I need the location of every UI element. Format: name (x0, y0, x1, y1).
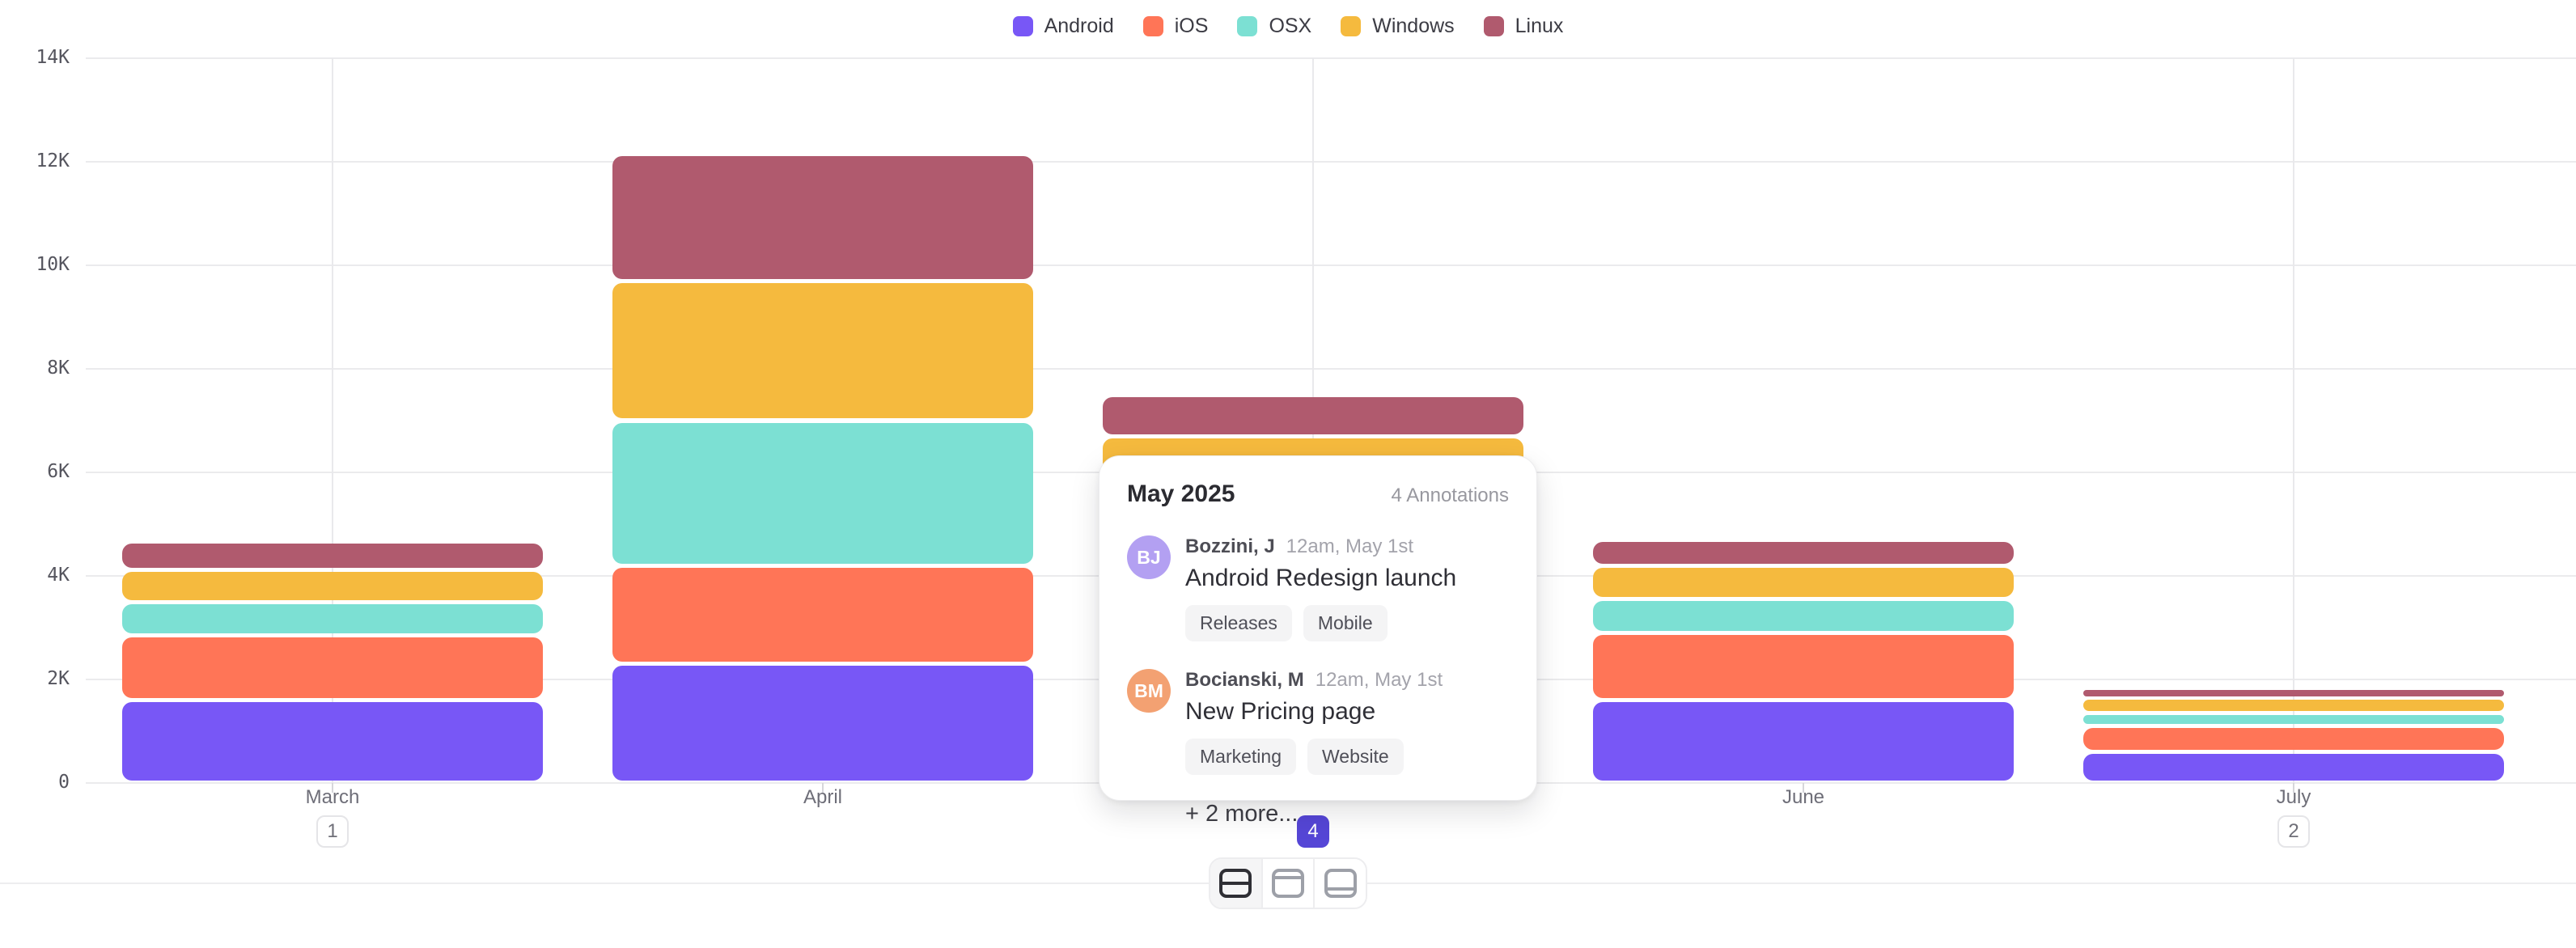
bar-segment-march-windows[interactable] (122, 572, 543, 601)
annotation-tag-list: Releases Mobile (1185, 605, 1509, 641)
legend-item-windows[interactable]: Windows (1341, 14, 1455, 38)
legend-item-android[interactable]: Android (1012, 14, 1114, 38)
annotation-entry-meta: Bozzini, J 12am, May 1st (1185, 535, 1509, 558)
annotations-popup: May 2025 4 Annotations BJ Bozzini, J 12am,… (1099, 455, 1537, 827)
show-more-annotations-link[interactable]: + 2 more... (1185, 801, 1299, 827)
annotation-title: New Pricing page (1185, 698, 1376, 725)
annotation-tag-website: Website (1307, 739, 1404, 775)
split-row-view-icon-bar (1222, 882, 1249, 885)
legend-swatch-icon (1142, 15, 1163, 36)
layout-view-switcher (1209, 857, 1367, 909)
x-axis-tick (822, 783, 824, 793)
bar-segment-july-linux[interactable] (2083, 690, 2504, 697)
y-gridline (86, 368, 2576, 370)
chart-legend: Android iOS OSX Windows Linux (0, 10, 2576, 42)
annotations-popup-header: May 2025 4 Annotations (1127, 480, 1509, 508)
annotation-author: Bocianski, M (1185, 669, 1304, 691)
legend-swatch-icon (1483, 15, 1504, 36)
top-panel-view-icon (1272, 869, 1304, 898)
split-row-view-button[interactable] (1210, 859, 1263, 908)
legend-item-label: Android (1044, 14, 1114, 37)
y-axis-tick-label: 8K (47, 358, 70, 379)
bar-segment-april-windows[interactable] (612, 282, 1033, 419)
annotation-count-badge-may[interactable]: 4 (1297, 815, 1329, 848)
bar-segment-june-ios[interactable] (1593, 634, 2014, 699)
bar-segment-july-android[interactable] (2083, 754, 2504, 781)
annotation-entry-list: BJ Bozzini, J 12am, May 1st Android Redesig… (1127, 535, 1509, 775)
bar-segment-june-osx[interactable] (1593, 601, 2014, 631)
annotation-author: Bozzini, J (1185, 535, 1275, 557)
annotation-guide-line (2293, 58, 2294, 783)
legend-swatch-icon (1341, 15, 1362, 36)
bar-segment-march-ios[interactable] (122, 637, 543, 699)
author-avatar: BJ (1127, 535, 1171, 579)
bar-segment-april-android[interactable] (612, 666, 1033, 781)
top-panel-view-button[interactable] (1262, 859, 1316, 908)
bar-segment-april-osx[interactable] (612, 422, 1033, 564)
y-gridline (86, 265, 2576, 266)
bar-segment-april-ios[interactable] (612, 567, 1033, 662)
annotation-tag-marketing: Marketing (1185, 739, 1296, 775)
y-gridline (86, 161, 2576, 163)
y-axis-tick-label: 12K (36, 150, 70, 171)
y-axis-tick-label: 0 (58, 772, 70, 793)
bar-segment-july-osx[interactable] (2083, 715, 2504, 725)
annotation-entry-body: Bocianski, M 12am, May 1st New Pricing pag… (1185, 669, 1509, 775)
bar-segment-july-windows[interactable] (2083, 699, 2504, 712)
annotation-entry-meta: Bocianski, M 12am, May 1st (1185, 669, 1509, 692)
bar-segment-june-windows[interactable] (1593, 567, 2014, 598)
bar-segment-july-ios[interactable] (2083, 728, 2504, 751)
popup-month-title: May 2025 (1127, 480, 1235, 507)
split-row-view-icon (1219, 869, 1252, 898)
bar-segment-may-linux[interactable] (1103, 396, 1523, 434)
bottom-panel-view-button[interactable] (1315, 859, 1366, 908)
annotation-tag-mobile: Mobile (1303, 605, 1388, 641)
annotation-count-badge-july[interactable]: 2 (2277, 815, 2310, 848)
bar-segment-march-linux[interactable] (122, 544, 543, 569)
legend-item-label: Linux (1515, 14, 1564, 37)
legend-item-ios[interactable]: iOS (1142, 14, 1209, 38)
popup-annotation-count: 4 Annotations (1391, 485, 1509, 506)
x-axis-tick (1803, 783, 1804, 793)
bottom-panel-view-icon (1324, 869, 1357, 898)
annotation-tag-list: Marketing Website (1185, 739, 1509, 775)
y-axis-tick-label: 14K (36, 47, 70, 68)
bar-segment-march-osx[interactable] (122, 604, 543, 634)
annotation-entry-body: Bozzini, J 12am, May 1st Android Redesign … (1185, 535, 1509, 641)
x-axis-tick (332, 783, 333, 793)
bar-segment-march-android[interactable] (122, 702, 543, 781)
annotation-entry[interactable]: BJ Bozzini, J 12am, May 1st Android Redesig… (1127, 535, 1509, 641)
x-axis-tick (2293, 783, 2294, 793)
bar-segment-june-linux[interactable] (1593, 541, 2014, 564)
legend-item-label: iOS (1174, 14, 1209, 37)
annotation-guide-line (332, 58, 333, 783)
annotation-timestamp: 12am, May 1st (1315, 669, 1443, 691)
legend-item-linux[interactable]: Linux (1483, 14, 1564, 38)
legend-swatch-icon (1237, 15, 1258, 36)
annotation-timestamp: 12am, May 1st (1286, 535, 1414, 557)
bar-segment-april-linux[interactable] (612, 155, 1033, 279)
annotation-count-badge-march[interactable]: 1 (316, 815, 349, 848)
annotation-tag-releases: Releases (1185, 605, 1292, 641)
legend-item-osx[interactable]: OSX (1237, 15, 1311, 38)
bottom-panel-view-icon-bar (1327, 887, 1354, 891)
legend-swatch-icon (1012, 15, 1033, 36)
y-gridline (86, 57, 2576, 59)
legend-item-label: OSX (1269, 14, 1312, 37)
annotation-entry[interactable]: BM Bocianski, M 12am, May 1st New Pricing p… (1127, 669, 1509, 775)
bar-segment-june-android[interactable] (1593, 702, 2014, 781)
y-axis-tick-label: 10K (36, 254, 70, 275)
legend-item-label: Windows (1372, 14, 1455, 37)
annotation-title: Android Redesign launch (1185, 565, 1457, 591)
author-avatar: BM (1127, 669, 1171, 713)
y-axis-tick-label: 6K (47, 461, 70, 482)
top-panel-view-icon-bar (1275, 876, 1301, 879)
y-axis-tick-label: 2K (47, 668, 70, 689)
y-axis-tick-label: 4K (47, 565, 70, 586)
